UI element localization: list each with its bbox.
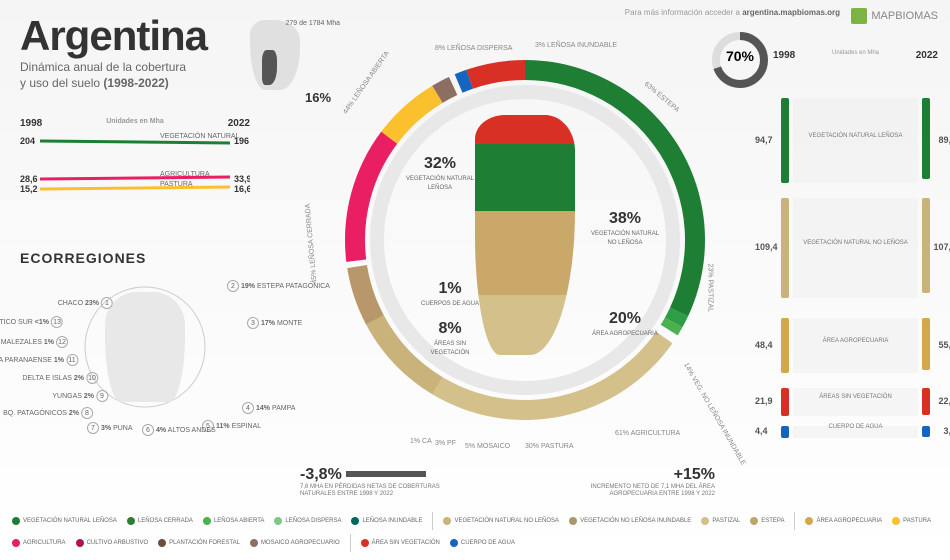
eco-item: 64% ALTOS ANDES [140,424,216,436]
ring-inner-label: 8%ÁREAS SIN VEGETACIÓN [415,320,485,357]
eco-item: 414% PAMPA [240,402,295,414]
svg-text:28,6: 28,6 [20,174,38,184]
legend-item: VEGETACIÓN NO LEÑOSA INUNDABLE [569,517,691,525]
legend-item: VEGETACIÓN NATURAL NO LEÑOSA [443,517,559,525]
ring-outer-label: 61% AGRICULTURA [615,430,680,437]
page-title: Argentina [20,12,207,60]
svg-text:AGRICULTURA: AGRICULTURA [160,171,210,178]
eco-item: SELVA PARANAENSE 1%11 [0,354,80,366]
eco-item: CHACO 23%1 [58,297,115,309]
svg-text:VEGETACIÓN NATURAL: VEGETACIÓN NATURAL [160,131,240,140]
legend-item: PLANTACIÓN FORESTAL [158,539,240,547]
ring-outer-label: 3% PF [435,440,456,447]
legend-item: LEÑOSA ABIERTA [203,517,264,525]
svg-text:33,9: 33,9 [234,174,250,184]
ring-outer-label: 23% PASTIZAL [707,264,714,313]
ring-outer-label: 1% CA [410,438,432,445]
eco-item: ISLAS DEL ATLÁNTICO SUR <1%13 [0,316,65,328]
info-link: Para más información acceder a argentina… [625,8,840,17]
legend-item: LEÑOSA CERRADA [127,517,193,525]
legend-item: CULTIVO ARBUSTIVO [76,539,149,547]
legend-item: LEÑOSA INUNDABLE [351,517,422,525]
svg-text:15,2: 15,2 [20,184,38,194]
legend-item: ÁREA AGROPECUARIA [805,517,882,525]
ring-inner-label: 20%ÁREA AGROPECUARIA [590,310,660,337]
legend-item: PASTIZAL [701,517,740,525]
ecoregions-circle: CHACO 23%1219% ESTEPA PATAGÓNICA317% MON… [70,272,220,422]
subtitle: Dinámica anual de la cobertura y uso del… [20,60,207,91]
eco-item: BQ. PATAGÓNICOS 2%8 [3,407,95,419]
main-ring-chart: 32%VEGETACIÓN NATURAL LEÑOSA 38%VEGETACIÓ… [335,50,715,430]
eco-item: 317% MONTE [245,317,302,329]
ring-inner-label: 1%CUERPOS DE AGUA [415,280,485,307]
ecoregions-block: ECORREGIONES CHACO 23%1219% ESTEPA PATAG… [20,250,270,422]
trend-lines-svg: 204 196 VEGETACIÓN NATURAL 28,6 33,9 AGR… [20,129,250,199]
svg-text:16,6: 16,6 [234,184,250,194]
gain-stat: +15% INCREMENTO NETO DE 7,1 MHA DEL ÁREA… [575,466,715,498]
south-america-inset: 279 de 1784 Mha 16% [250,20,320,110]
eco-item: DELTA E ISLAS 2%10 [22,372,100,384]
ring-outer-label: 5% MOSAICO [465,443,510,450]
logo-icon [851,8,867,24]
legend-item: AGRICULTURA [12,539,66,547]
ring-outer-label: 3% LEÑOSA INUNDABLE [535,42,617,49]
legend-item: PASTURA [892,517,931,525]
trend-chart: 1998 Unidades en Mha 2022 204 196 VEGETA… [20,118,250,218]
ring-outer-label: 30% PASTURA [525,443,574,450]
ring-inner-label: 38%VEGETACIÓN NATURAL NO LEÑOSA [590,210,660,247]
legend: VEGETACIÓN NATURAL LEÑOSA LEÑOSA CERRADA L… [12,512,938,552]
loss-stat: -3,8% 7,6 MHA EN PÉRDIDAS NETAS DE COBER… [300,466,470,498]
legend-item: MOSAICO AGROPECUARIO [250,539,340,547]
svg-text:PASTURA: PASTURA [160,181,193,188]
ecoregions-title: ECORREGIONES [20,250,270,266]
eco-item: YUNGAS 2%9 [52,390,110,402]
ring-inner-label: 32%VEGETACIÓN NATURAL LEÑOSA [405,155,475,192]
ring-outer-label: 8% LEÑOSA DISPERSA [435,45,512,52]
sankey-chart: 1998 Unidades en Mha 2022 94,7 89,1 VEGE… [773,50,938,470]
eco-item: CAMPOS Y MALEZALES 1%12 [0,336,70,348]
legend-item: VEGETACIÓN NATURAL LEÑOSA [12,517,117,525]
ring-outer-label: 45% LEÑOSA CERRADA [305,203,319,283]
title-block: Argentina Dinámica anual de la cobertura… [20,12,207,91]
coverage-gauge: 70% [710,30,770,90]
svg-text:204: 204 [20,136,35,146]
logo: MAPBIOMAS [851,8,938,24]
eco-item: 73% PUNA [85,422,133,434]
legend-item: LEÑOSA DISPERSA [274,517,341,525]
legend-item: CUERPO DE AGUA [450,539,515,547]
legend-item: ESTEPA [750,517,784,525]
legend-item: ÁREA SIN VEGETACIÓN [361,539,440,547]
